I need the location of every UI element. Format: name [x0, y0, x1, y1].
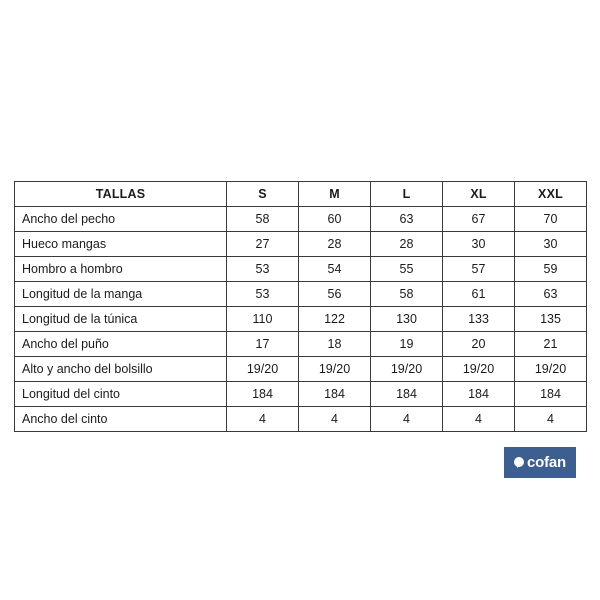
table-header: TALLAS S M L XL XXL [14, 181, 587, 207]
cell-value: 4 [298, 406, 371, 432]
cofan-wordmark: cofan [526, 454, 566, 471]
cell-value: 30 [442, 231, 515, 257]
cell-value: 184 [370, 381, 443, 407]
cell-value: 20 [442, 331, 515, 357]
cell-value: 19/20 [514, 356, 587, 382]
cell-value: 110 [226, 306, 299, 332]
cell-value: 4 [514, 406, 587, 432]
cell-value: 59 [514, 256, 587, 282]
cell-value: 135 [514, 306, 587, 332]
cell-value: 4 [226, 406, 299, 432]
cell-value: 122 [298, 306, 371, 332]
cell-value: 61 [442, 281, 515, 307]
header-cell-tallas: TALLAS [14, 181, 227, 207]
cell-value: 184 [298, 381, 371, 407]
table-row: Longitud de la túnica 110 122 130 133 13… [14, 306, 587, 332]
header-cell-size-m: M [298, 181, 371, 207]
row-label: Hueco mangas [14, 231, 227, 257]
cell-value: 17 [226, 331, 299, 357]
table-header-row: TALLAS S M L XL XXL [14, 181, 587, 207]
cell-value: 58 [226, 206, 299, 232]
table-body: Ancho del pecho 58 60 63 67 70 Hueco man… [14, 206, 587, 432]
table-row: Hombro a hombro 53 54 55 57 59 [14, 256, 587, 282]
cell-value: 53 [226, 256, 299, 282]
cell-value: 19 [370, 331, 443, 357]
header-cell-size-s: S [226, 181, 299, 207]
cell-value: 184 [442, 381, 515, 407]
cell-value: 19/20 [226, 356, 299, 382]
table-row: Longitud de la manga 53 56 58 61 63 [14, 281, 587, 307]
cell-value: 133 [442, 306, 515, 332]
cell-value: 27 [226, 231, 299, 257]
header-cell-size-xxl: XXL [514, 181, 587, 207]
cell-value: 58 [370, 281, 443, 307]
cell-value: 30 [514, 231, 587, 257]
cell-value: 18 [298, 331, 371, 357]
table-row: Longitud del cinto 184 184 184 184 184 [14, 381, 587, 407]
speech-bubble-icon [513, 457, 525, 469]
cell-value: 19/20 [370, 356, 443, 382]
cell-value: 63 [514, 281, 587, 307]
cofan-logo: cofan [504, 447, 576, 478]
cell-value: 21 [514, 331, 587, 357]
cell-value: 184 [514, 381, 587, 407]
cell-value: 67 [442, 206, 515, 232]
header-cell-size-xl: XL [442, 181, 515, 207]
table-row: Ancho del cinto 4 4 4 4 4 [14, 406, 587, 432]
cell-value: 63 [370, 206, 443, 232]
row-label: Alto y ancho del bolsillo [14, 356, 227, 382]
table-row: Alto y ancho del bolsillo 19/20 19/20 19… [14, 356, 587, 382]
cell-value: 53 [226, 281, 299, 307]
cell-value: 4 [370, 406, 443, 432]
row-label: Ancho del cinto [14, 406, 227, 432]
cell-value: 57 [442, 256, 515, 282]
cell-value: 4 [442, 406, 515, 432]
size-chart-container: TALLAS S M L XL XXL Ancho del pecho 58 6… [14, 181, 587, 432]
cell-value: 56 [298, 281, 371, 307]
row-label: Longitud de la manga [14, 281, 227, 307]
cell-value: 28 [370, 231, 443, 257]
cell-value: 54 [298, 256, 371, 282]
cell-value: 28 [298, 231, 371, 257]
table-row: Ancho del pecho 58 60 63 67 70 [14, 206, 587, 232]
cell-value: 130 [370, 306, 443, 332]
cell-value: 55 [370, 256, 443, 282]
row-label: Ancho del pecho [14, 206, 227, 232]
table-row: Ancho del puño 17 18 19 20 21 [14, 331, 587, 357]
table-row: Hueco mangas 27 28 28 30 30 [14, 231, 587, 257]
row-label: Ancho del puño [14, 331, 227, 357]
cell-value: 60 [298, 206, 371, 232]
header-cell-size-l: L [370, 181, 443, 207]
size-chart-table: TALLAS S M L XL XXL Ancho del pecho 58 6… [14, 181, 587, 432]
row-label: Longitud del cinto [14, 381, 227, 407]
row-label: Hombro a hombro [14, 256, 227, 282]
cell-value: 70 [514, 206, 587, 232]
row-label: Longitud de la túnica [14, 306, 227, 332]
cell-value: 184 [226, 381, 299, 407]
cell-value: 19/20 [442, 356, 515, 382]
cell-value: 19/20 [298, 356, 371, 382]
